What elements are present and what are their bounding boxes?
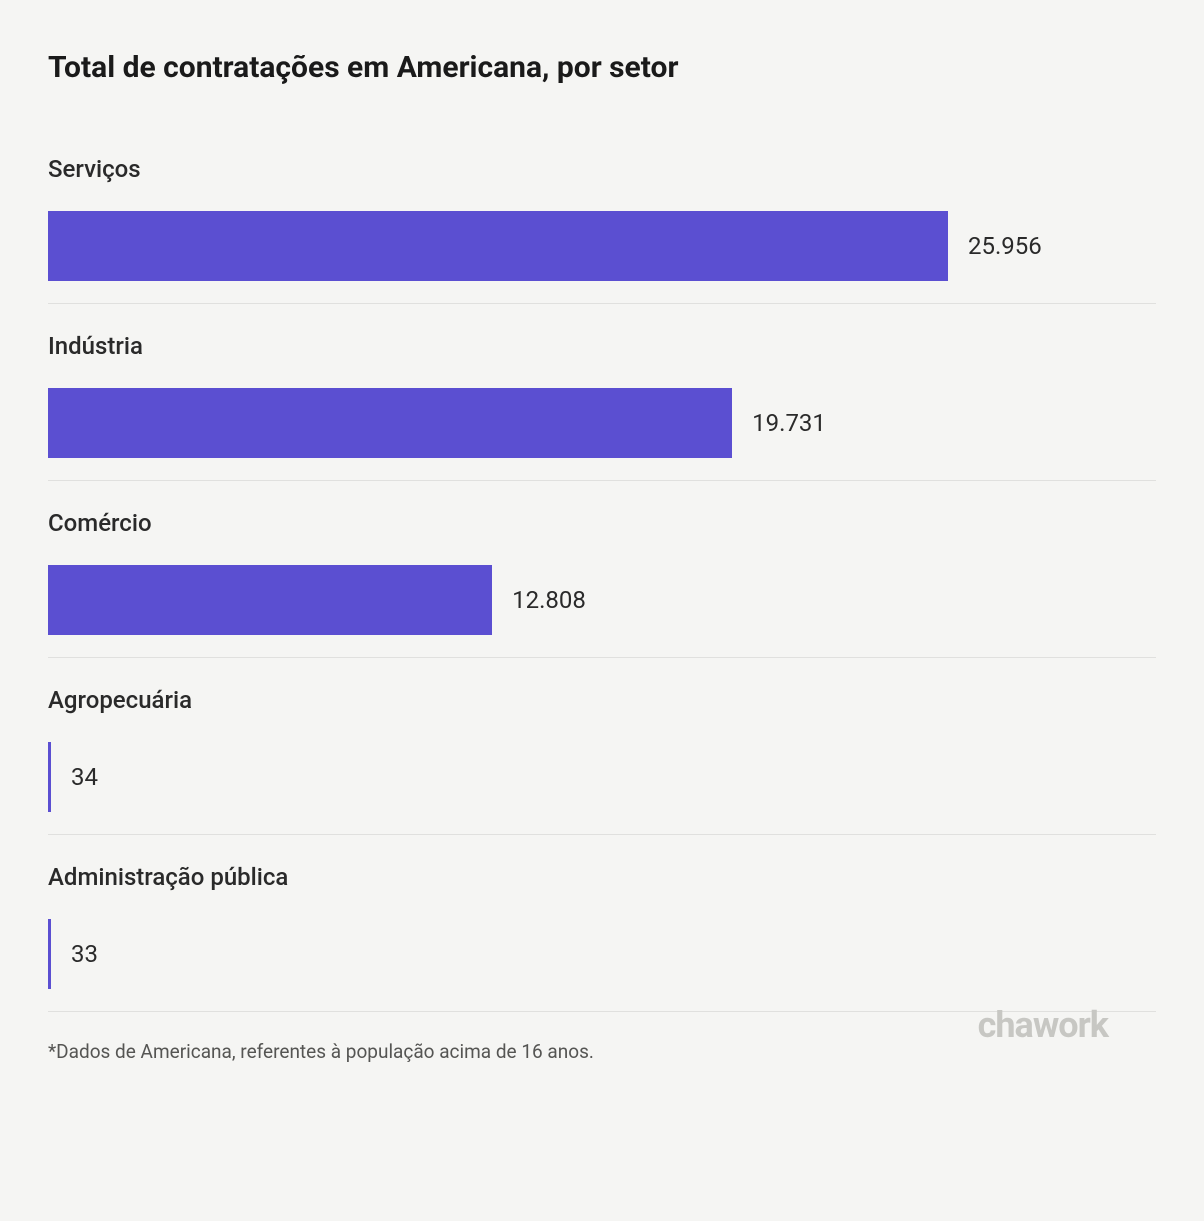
bar-label: Administração pública	[48, 863, 1156, 891]
bar	[48, 565, 492, 635]
bar-value: 12.808	[512, 586, 586, 614]
bar-value: 25.956	[968, 232, 1042, 260]
bar	[48, 742, 51, 812]
brand-logo: chawork	[978, 1004, 1108, 1046]
bar-wrap: 12.808	[48, 565, 1156, 635]
bar-value: 19.731	[752, 409, 826, 437]
bar-value: 33	[71, 940, 98, 968]
bar	[48, 388, 732, 458]
bar-row: Indústria 19.731	[48, 332, 1156, 481]
bar-row: Administração pública 33	[48, 863, 1156, 1012]
bar-value: 34	[71, 763, 98, 791]
bar-label: Serviços	[48, 155, 1156, 183]
bar-row: Serviços 25.956	[48, 155, 1156, 304]
bar-label: Agropecuária	[48, 686, 1156, 714]
bar-row: Agropecuária 34	[48, 686, 1156, 835]
bar-wrap: 34	[48, 742, 1156, 812]
chart-title: Total de contratações em Americana, por …	[48, 50, 1156, 85]
bar	[48, 211, 948, 281]
bar-wrap: 25.956	[48, 211, 1156, 281]
bar-wrap: 33	[48, 919, 1156, 989]
bar	[48, 919, 51, 989]
bar-row: Comércio 12.808	[48, 509, 1156, 658]
bar-label: Comércio	[48, 509, 1156, 537]
bar-wrap: 19.731	[48, 388, 1156, 458]
bar-chart: Serviços 25.956 Indústria 19.731 Comérci…	[48, 155, 1156, 1012]
bar-label: Indústria	[48, 332, 1156, 360]
